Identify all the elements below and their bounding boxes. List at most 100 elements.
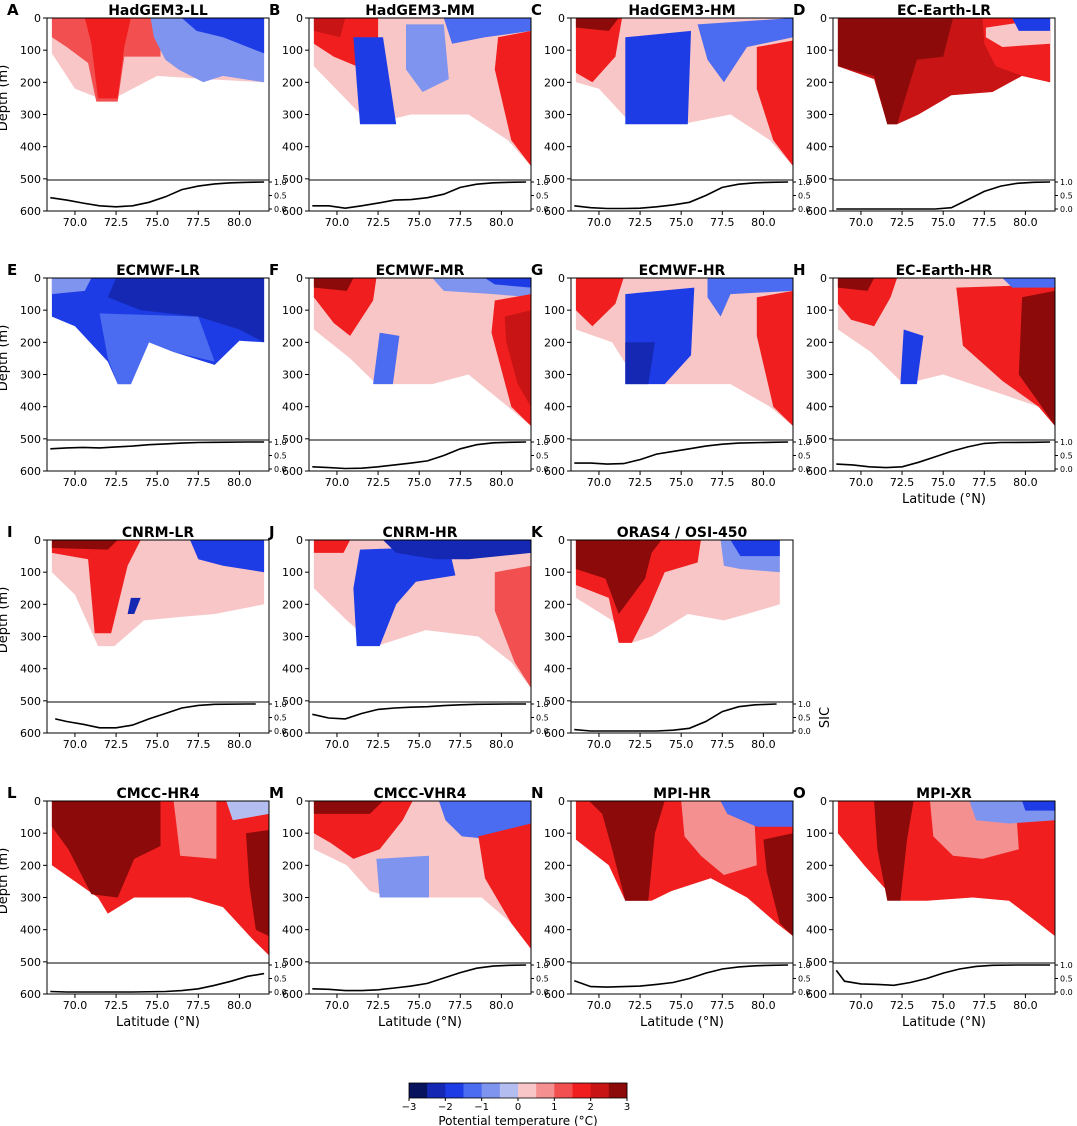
depth-tick-label: 400 — [282, 141, 303, 154]
temperature-contour — [707, 278, 793, 317]
temperature-contour — [575, 18, 622, 83]
temperature-contour — [756, 290, 793, 426]
depth-tick-label: 100 — [282, 566, 303, 579]
sic-tick-label: 0.5 — [274, 975, 287, 984]
depth-axis-label: Depth (m) — [0, 587, 11, 654]
lat-axis-label: Latitude (°N) — [902, 492, 986, 507]
panel-title: CMCC-HR4 — [116, 786, 199, 802]
lat-axis-label: Latitude (°N) — [116, 1015, 200, 1030]
panel-title: HadGEM3-HM — [628, 3, 735, 19]
depth-tick-label: 300 — [20, 109, 41, 122]
sic-box — [832, 179, 1056, 212]
panel-title: EC-Earth-LR — [897, 3, 991, 19]
sic-line — [312, 181, 527, 210]
panel-h: HEC-Earth-HR0.00.51.0SIC0100200300400500… — [793, 261, 1073, 507]
colorbar-segment — [409, 1083, 428, 1098]
lat-tick-label: 70.0 — [587, 738, 612, 751]
depth-tick-label: 200 — [282, 76, 303, 89]
lat-tick-label: 77.5 — [972, 476, 997, 489]
sic-box — [570, 962, 794, 995]
sic-tick-label: 0.0 — [274, 465, 287, 474]
lat-tick-label: 80.0 — [751, 999, 776, 1012]
lat-tick-label: 77.5 — [448, 476, 473, 489]
depth-tick-label: 100 — [544, 827, 565, 840]
lat-tick-label: 70.0 — [849, 476, 874, 489]
temperature-contour — [874, 801, 914, 901]
colorbar-tick-label: −3 — [402, 1102, 417, 1113]
panel-title: CNRM-LR — [122, 525, 194, 541]
sic-tick-label: 0.0 — [1060, 988, 1073, 997]
lat-tick-label: 70.0 — [587, 476, 612, 489]
depth-tick-label: 100 — [806, 44, 827, 57]
temperature-contour — [313, 278, 354, 291]
sic-tick-label: 1.0 — [274, 961, 287, 970]
sic-tick-label: 0.5 — [798, 192, 811, 201]
lat-tick-label: 75.0 — [145, 216, 170, 229]
temperature-contour — [376, 855, 429, 898]
depth-tick-label: 600 — [544, 727, 565, 740]
lat-tick-label: 75.0 — [669, 216, 694, 229]
colorbar-segment — [554, 1083, 573, 1098]
depth-tick-label: 500 — [20, 173, 41, 186]
lat-tick-label: 70.0 — [63, 216, 88, 229]
colorbar-segment — [427, 1083, 446, 1098]
lat-tick-label: 72.5 — [628, 738, 653, 751]
sic-tick-label: 0.5 — [274, 192, 287, 201]
sic-tick-label: 0.0 — [274, 205, 287, 214]
panel-letter: K — [531, 523, 544, 541]
lat-tick-label: 70.0 — [63, 476, 88, 489]
depth-tick-label: 200 — [282, 859, 303, 872]
colorbar-segment — [572, 1083, 592, 1098]
temperature-contour — [485, 278, 531, 288]
depth-tick-label: 100 — [20, 304, 41, 317]
sic-line — [312, 703, 527, 720]
depth-tick-label: 200 — [282, 598, 303, 611]
panel-letter: E — [7, 261, 17, 279]
depth-tick-label: 300 — [282, 892, 303, 905]
depth-tick-label: 600 — [282, 465, 303, 478]
lat-axis-label: Latitude (°N) — [902, 1015, 986, 1030]
depth-tick-label: 0 — [820, 795, 827, 808]
depth-tick-label: 400 — [806, 141, 827, 154]
sic-tick-label: 1.0 — [798, 438, 811, 447]
depth-tick-label: 100 — [282, 827, 303, 840]
temperature-contour — [730, 540, 780, 557]
panel-letter: N — [531, 784, 544, 802]
depth-tick-label: 500 — [806, 173, 827, 186]
temperature-contour — [575, 278, 624, 327]
depth-tick-label: 100 — [806, 827, 827, 840]
sic-line — [574, 441, 789, 465]
depth-tick-label: 400 — [544, 401, 565, 414]
panel-letter: B — [269, 1, 280, 19]
panel-m: M CMCC-VHR4 0.0 0.5 1.0 0 100 200 300 400 500 600 70… — [269, 784, 549, 1030]
panel-letter: I — [7, 523, 13, 541]
temperature-contour — [313, 801, 413, 859]
sic-line — [50, 181, 265, 208]
colorbar: −3 −2 −1 0 1 2 3 Potential temperature (°C) — [402, 1082, 630, 1126]
depth-tick-label: 500 — [282, 433, 303, 446]
lat-tick-label: 75.0 — [145, 999, 170, 1012]
lat-tick-label: 72.5 — [366, 216, 391, 229]
temperature-contour — [84, 18, 131, 99]
sic-box — [308, 179, 532, 212]
lat-tick-label: 75.0 — [407, 476, 432, 489]
depth-tick-label: 500 — [282, 956, 303, 969]
lat-tick-label: 80.0 — [489, 476, 514, 489]
depth-tick-label: 300 — [544, 109, 565, 122]
depth-tick-label: 100 — [20, 44, 41, 57]
sic-tick-label: 0.5 — [536, 975, 549, 984]
sic-tick-label: 0.5 — [1060, 975, 1073, 984]
depth-tick-label: 500 — [806, 956, 827, 969]
sic-tick-label: 1.0 — [1060, 438, 1073, 447]
temperature-contour — [504, 310, 531, 407]
depth-tick-label: 500 — [282, 695, 303, 708]
lat-tick-label: 80.0 — [1013, 476, 1038, 489]
temperature-contour — [1018, 290, 1055, 426]
depth-tick-label: 100 — [544, 44, 565, 57]
panel-f: F ECMWF-MR 0.0 0.5 1.0 0 100 200 300 400 500 600 70.… — [269, 261, 549, 489]
lat-tick-label: 80.0 — [227, 999, 252, 1012]
sic-tick-label: 1.0 — [798, 700, 811, 709]
sic-tick-label: 1.0 — [798, 961, 811, 970]
panel-title: CNRM-HR — [382, 525, 457, 541]
sic-tick-label: 1.0 — [536, 700, 549, 709]
